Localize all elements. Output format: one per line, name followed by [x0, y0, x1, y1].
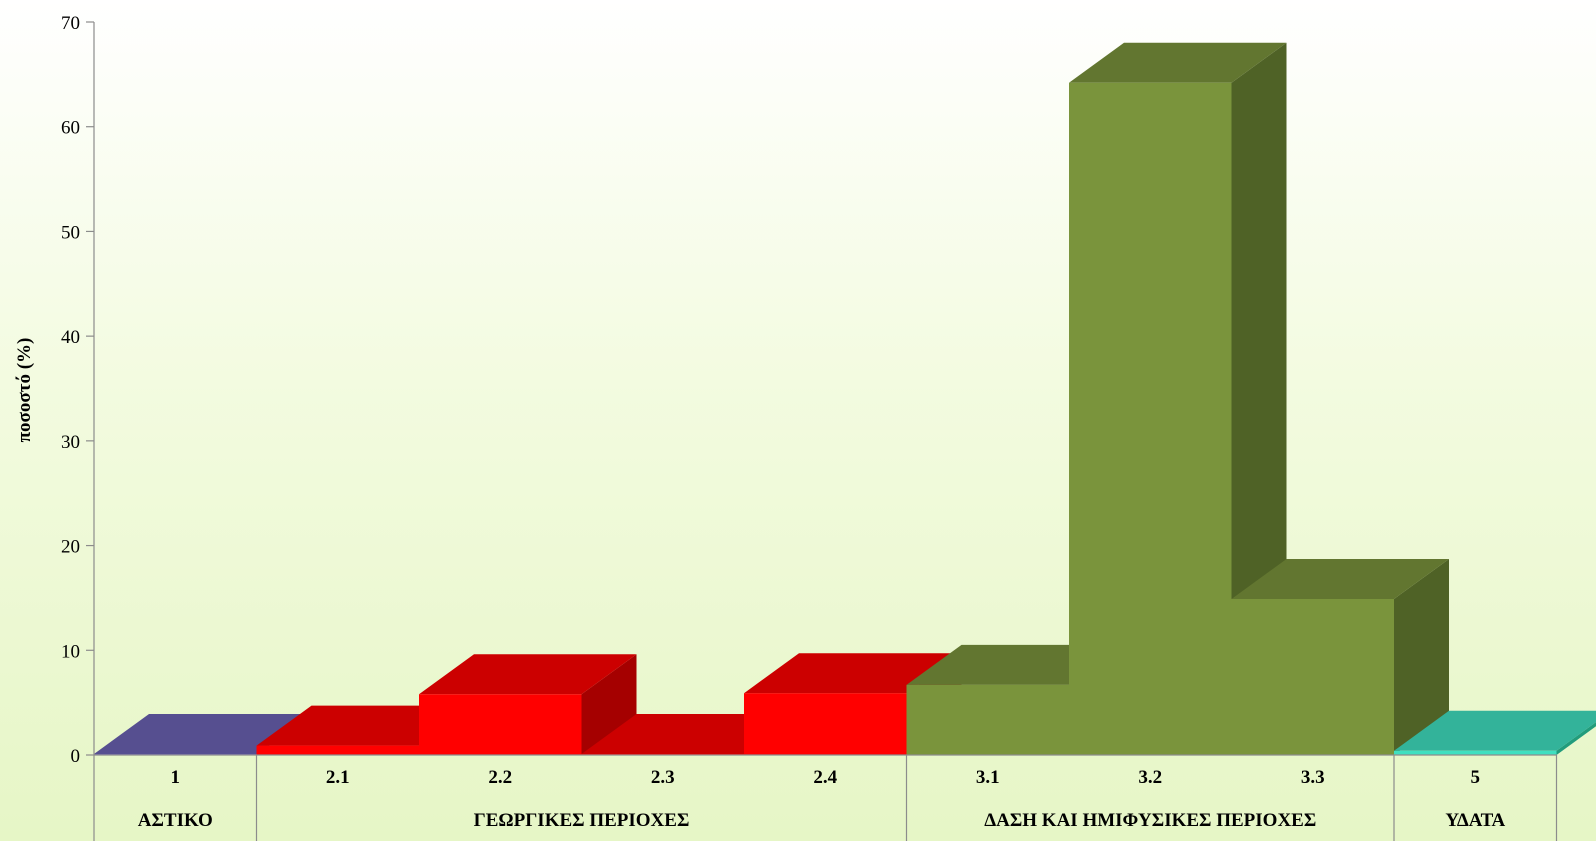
- y-tick-label: 50: [61, 222, 80, 243]
- axes-layer: 0 10 20 30 40 50 60 70 1 2.1 2.2 2.3 2.4 3.1 3.2 3.3 5 ΑΣ…: [61, 13, 1558, 841]
- y-tick-label: 10: [61, 641, 80, 662]
- group-label: ΥΔΑΤΑ: [1445, 810, 1505, 831]
- bar-top-2-4: [744, 653, 962, 694]
- y-tick-label: 20: [61, 537, 80, 558]
- bar-front-3-1: [906, 684, 1069, 755]
- bar-front-5: [1394, 750, 1557, 755]
- y-axis-label: ποσοστό (%): [14, 338, 35, 443]
- x-tick-label: 1: [171, 767, 181, 788]
- bar-side-2-2: [581, 654, 637, 755]
- x-tick-label: 2.4: [813, 767, 837, 788]
- group-label: ΑΣΤΙΚΟ: [138, 810, 213, 831]
- x-tick-label: 2.3: [651, 767, 675, 788]
- bar-top-3-3: [1231, 558, 1449, 599]
- bar-top-2-2: [419, 654, 637, 695]
- bar-top-5: [1394, 710, 1596, 751]
- x-tick-label: 5: [1471, 767, 1481, 788]
- bar-front-2-4: [744, 693, 907, 755]
- x-tick-label: 3.1: [976, 767, 1000, 788]
- y-tick-label: 70: [61, 13, 80, 34]
- bar-side-5: [1556, 722, 1596, 755]
- bar-3-3: [1231, 558, 1449, 755]
- y-tick-label: 30: [61, 432, 80, 453]
- bar-2-2: [419, 654, 637, 755]
- bar-side-3-3: [1394, 558, 1449, 755]
- bar-5: [1394, 710, 1596, 755]
- bar-top-1: [94, 713, 312, 754]
- bar-3-2: [1069, 42, 1287, 756]
- group-label: ΔΑΣΗ ΚΑΙ ΗΜΙΦΥΣΙΚΕΣ ΠΕΡΙΟΧΕΣ: [984, 810, 1316, 831]
- bar-front-2-1: [256, 745, 419, 755]
- bar-front-3-2: [1069, 82, 1232, 756]
- bars-layer: [94, 42, 1596, 756]
- bar-front-2-2: [419, 694, 582, 755]
- group-label: ΓΕΩΡΓΙΚΕΣ ΠΕΡΙΟΧΕΣ: [474, 810, 690, 831]
- x-tick-label: 3.2: [1138, 767, 1162, 788]
- y-tick-label: 40: [61, 327, 80, 348]
- bar-front-3-3: [1231, 598, 1394, 755]
- x-tick-label: 2.2: [488, 767, 512, 788]
- x-tick-label: 3.3: [1301, 767, 1325, 788]
- bar-top-3-2: [1069, 42, 1287, 83]
- y-tick-label: 60: [61, 118, 80, 139]
- y-tick-label: 0: [71, 746, 81, 767]
- x-tick-label: 2.1: [326, 767, 350, 788]
